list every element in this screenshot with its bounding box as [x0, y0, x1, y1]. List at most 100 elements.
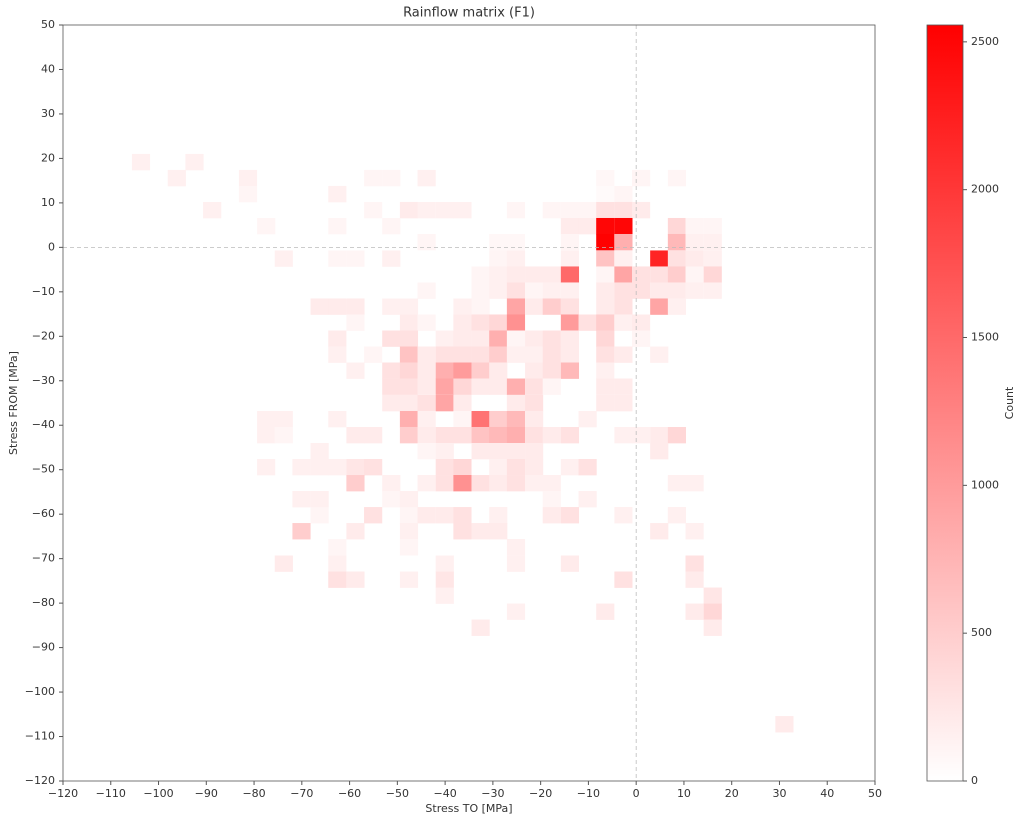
heatmap-cell	[399, 362, 419, 379]
heatmap-cell	[453, 507, 472, 524]
heatmap-cell	[453, 378, 472, 395]
heatmap-cell	[364, 346, 383, 363]
heatmap-cell	[506, 603, 526, 620]
heatmap-cell	[453, 362, 472, 379]
heatmap-cell	[417, 426, 436, 444]
heatmap-cell	[167, 169, 186, 187]
heatmap-cell	[506, 346, 526, 363]
chart-title: Rainflow matrix (F1)	[403, 6, 535, 21]
heatmap-cell	[614, 394, 633, 412]
heatmap-cell	[560, 362, 580, 379]
heatmap-cell	[417, 201, 436, 219]
heatmap-cell	[435, 443, 454, 460]
heatmap-cell	[667, 169, 687, 187]
colorbar-tick-label: 1000	[971, 478, 999, 491]
heatmap-cell	[614, 266, 633, 283]
heatmap-cell	[489, 443, 508, 460]
heatmap-cell	[614, 571, 633, 588]
heatmap-cell	[614, 346, 633, 363]
heatmap-cell	[399, 314, 419, 331]
heatmap-cell	[310, 507, 329, 524]
heatmap-cell	[542, 282, 561, 299]
heatmap-cell	[382, 394, 401, 412]
heatmap-cell	[364, 459, 383, 476]
heatmap-cell	[650, 426, 669, 444]
heatmap-cell	[506, 426, 526, 444]
y-tick-label: 30	[41, 107, 55, 120]
heatmap-cell	[525, 443, 544, 460]
heatmap-cell	[328, 410, 347, 428]
heatmap-cell	[489, 523, 508, 540]
heatmap-cell	[489, 362, 508, 379]
heatmap-cell	[667, 250, 687, 267]
heatmap-cell	[560, 250, 580, 267]
y-tick-label: 50	[41, 18, 55, 31]
heatmap-cell	[489, 378, 508, 395]
heatmap-cell	[667, 233, 687, 251]
heatmap-cell	[382, 169, 401, 187]
heatmap-cell	[435, 475, 454, 492]
heatmap-cell	[703, 619, 722, 636]
y-tick-label: −50	[32, 463, 55, 476]
heatmap-cell	[596, 394, 615, 412]
heatmap-cell	[382, 475, 401, 492]
heatmap-cell	[399, 571, 419, 588]
heatmap-cell	[346, 523, 365, 540]
heatmap-cell	[417, 443, 436, 460]
heatmap-cell	[489, 233, 508, 251]
heatmap-cell	[399, 394, 419, 412]
heatmap-cell	[560, 330, 580, 347]
heatmap-cell	[453, 523, 472, 540]
y-tick-label: 10	[41, 196, 55, 209]
heatmap-cell	[560, 233, 580, 251]
heatmap-cell	[257, 459, 276, 476]
heatmap-cell	[203, 201, 222, 219]
heatmap-cell	[399, 491, 419, 508]
y-tick-label: 20	[41, 151, 55, 164]
heatmap-cell	[667, 217, 687, 235]
colorbar-tick-label: 2000	[971, 183, 999, 196]
heatmap-cell	[274, 426, 293, 444]
heatmap-cell	[489, 266, 508, 283]
x-tick-label: 40	[820, 787, 834, 800]
x-tick-label: −50	[386, 787, 409, 800]
heatmap-cell	[417, 475, 436, 492]
heatmap-cell	[417, 346, 436, 363]
heatmap-cell	[703, 217, 722, 235]
heatmap-cell	[560, 426, 580, 444]
heatmap-cell	[238, 169, 258, 187]
heatmap-cell	[382, 330, 401, 347]
heatmap-cell	[435, 571, 454, 588]
heatmap-cell	[489, 507, 508, 524]
heatmap-cell	[596, 362, 615, 379]
heatmap-cell	[471, 475, 490, 492]
x-tick-label: −120	[48, 787, 78, 800]
heatmap-cell	[489, 475, 508, 492]
heatmap-cell	[667, 426, 687, 444]
heatmap-cell	[489, 282, 508, 299]
heatmap-cell	[596, 217, 615, 235]
heatmap-cell	[506, 394, 526, 412]
heatmap-cell	[578, 410, 597, 428]
heatmap-cell	[560, 217, 580, 235]
heatmap-cell	[471, 298, 490, 315]
y-tick-label: −10	[32, 285, 55, 298]
heatmap-cell	[364, 426, 383, 444]
x-tick-label: −10	[577, 787, 600, 800]
heatmap-cell	[632, 282, 651, 299]
heatmap-cell	[650, 346, 669, 363]
heatmap-cell	[596, 185, 615, 203]
heatmap-cell	[328, 346, 347, 363]
heatmap-cell	[506, 201, 526, 219]
heatmap-cell	[667, 507, 687, 524]
heatmap-cell	[542, 298, 561, 315]
heatmap-cell	[310, 298, 329, 315]
heatmap-cell	[399, 410, 419, 428]
heatmap-cell	[703, 603, 722, 620]
heatmap-cell	[382, 378, 401, 395]
heatmap-cell	[435, 330, 454, 347]
heatmap-cell	[506, 378, 526, 395]
heatmap-cell	[650, 523, 669, 540]
heatmap-cell	[560, 314, 580, 331]
heatmap-cell	[650, 266, 669, 283]
